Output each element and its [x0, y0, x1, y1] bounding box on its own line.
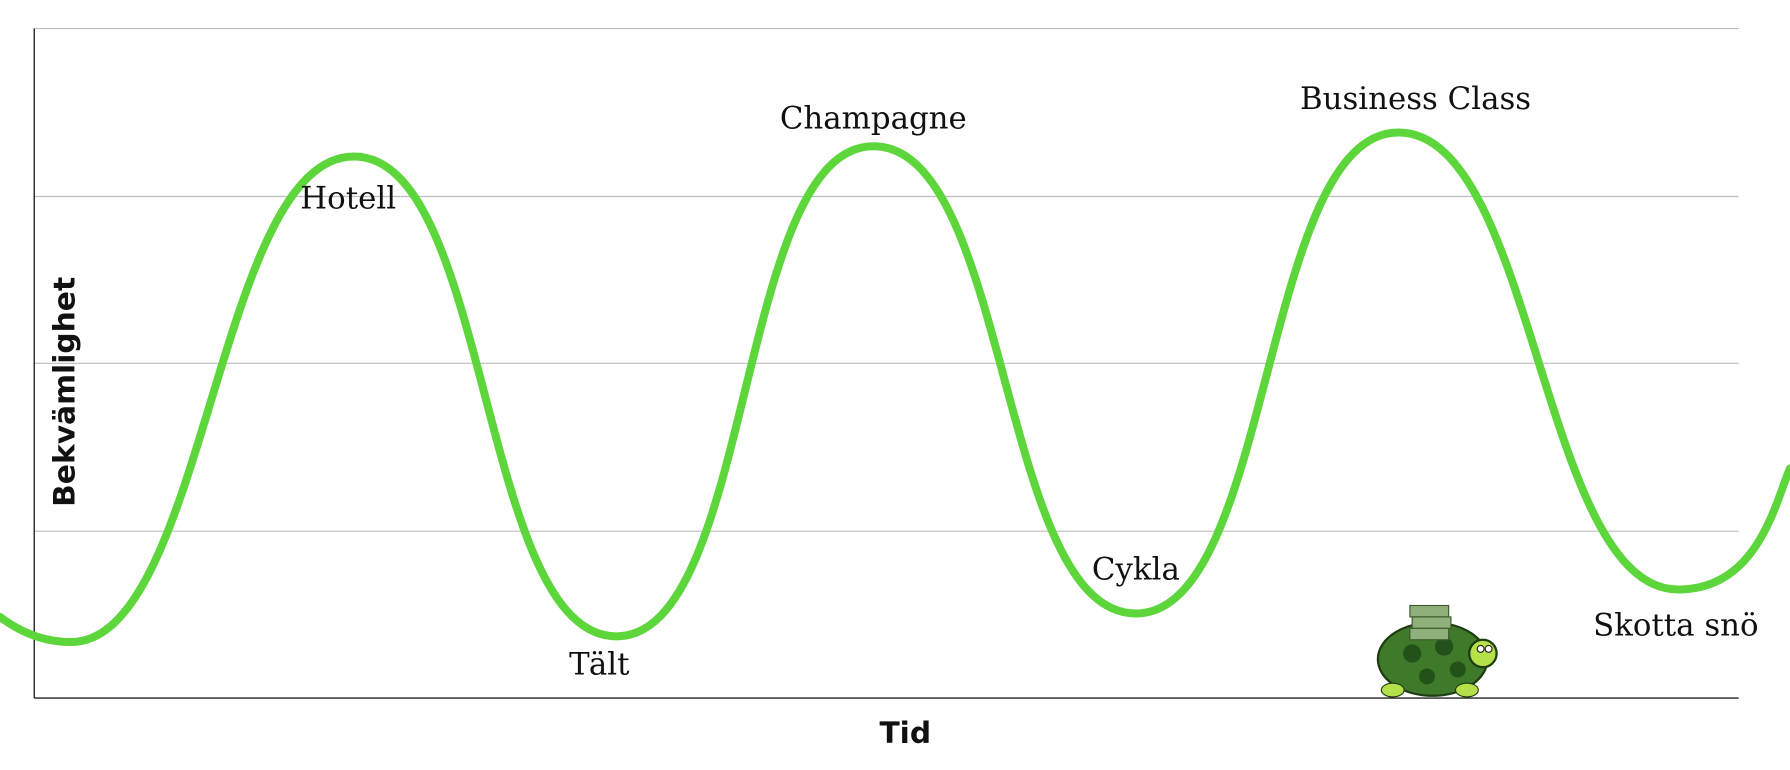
turtle-icon — [1376, 604, 1498, 698]
x-axis-label: Tid — [879, 716, 931, 751]
annotation: Cykla — [1092, 552, 1180, 588]
wave-curve — [0, 128, 1790, 647]
annotation: Tält — [569, 647, 630, 683]
annotation: Champagne — [780, 100, 967, 136]
y-axis-label: Bekvämlighet — [48, 277, 83, 507]
annotation: Skotta snö — [1593, 608, 1759, 644]
annotation: Hotell — [300, 180, 396, 216]
annotation: Business Class — [1300, 81, 1531, 117]
